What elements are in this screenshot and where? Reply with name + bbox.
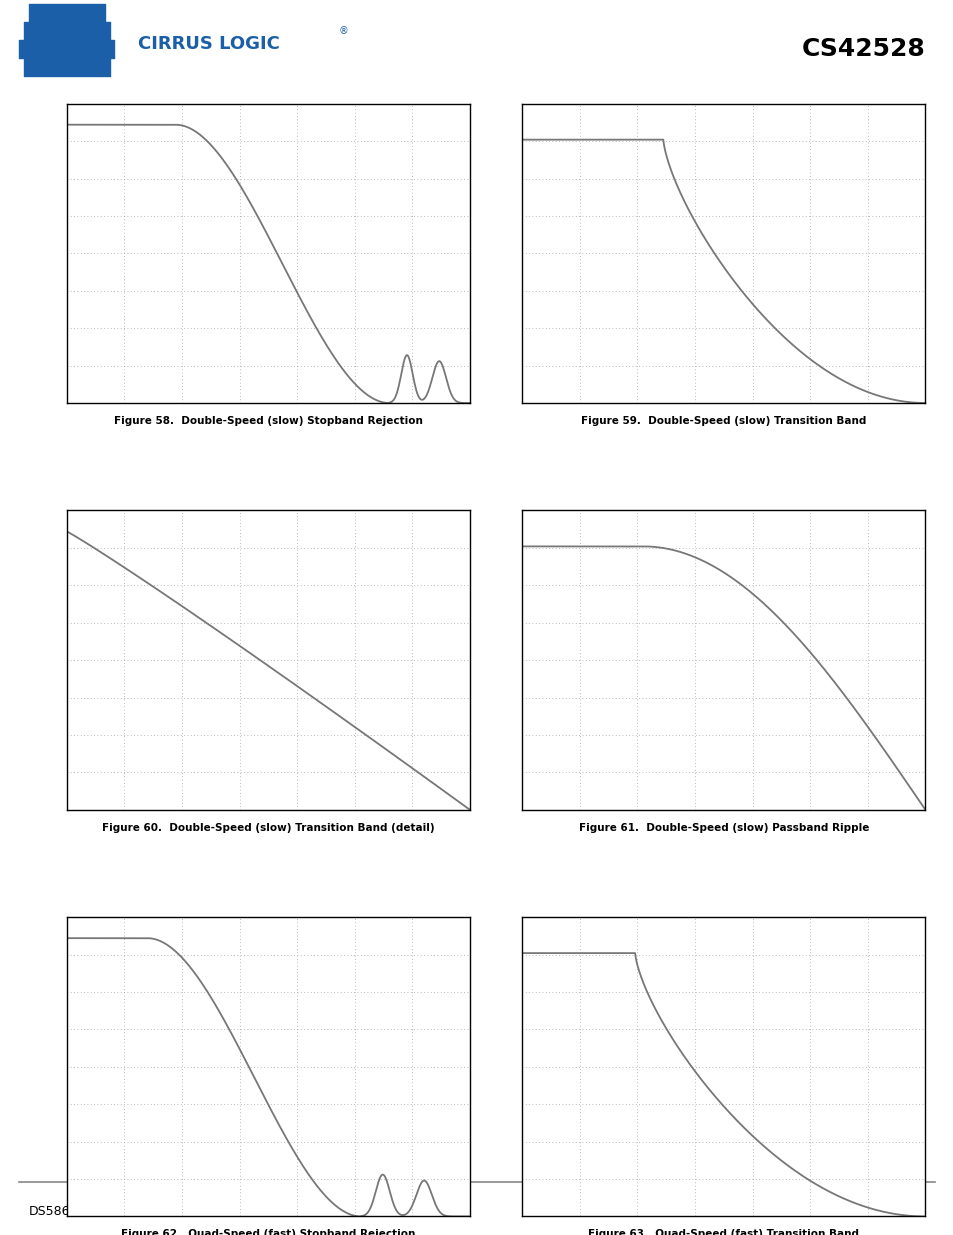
Text: Figure 59.  Double-Speed (slow) Transition Band: Figure 59. Double-Speed (slow) Transitio…	[580, 416, 865, 426]
Text: 87: 87	[908, 1204, 924, 1218]
Text: DS586F2: DS586F2	[29, 1204, 85, 1218]
Text: Figure 62.  Quad-Speed (fast) Stopband Rejection: Figure 62. Quad-Speed (fast) Stopband Re…	[121, 1229, 416, 1235]
Text: ®: ®	[338, 26, 348, 36]
Text: Figure 63.  Quad-Speed (fast) Transition Band: Figure 63. Quad-Speed (fast) Transition …	[588, 1229, 859, 1235]
Text: Figure 61.  Double-Speed (slow) Passband Ripple: Figure 61. Double-Speed (slow) Passband …	[578, 823, 868, 832]
Text: CS42528: CS42528	[801, 37, 924, 61]
Text: CIRRUS LOGIC: CIRRUS LOGIC	[138, 36, 280, 53]
Text: Figure 58.  Double-Speed (slow) Stopband Rejection: Figure 58. Double-Speed (slow) Stopband …	[113, 416, 422, 426]
Text: Figure 60.  Double-Speed (slow) Transition Band (detail): Figure 60. Double-Speed (slow) Transitio…	[102, 823, 435, 832]
